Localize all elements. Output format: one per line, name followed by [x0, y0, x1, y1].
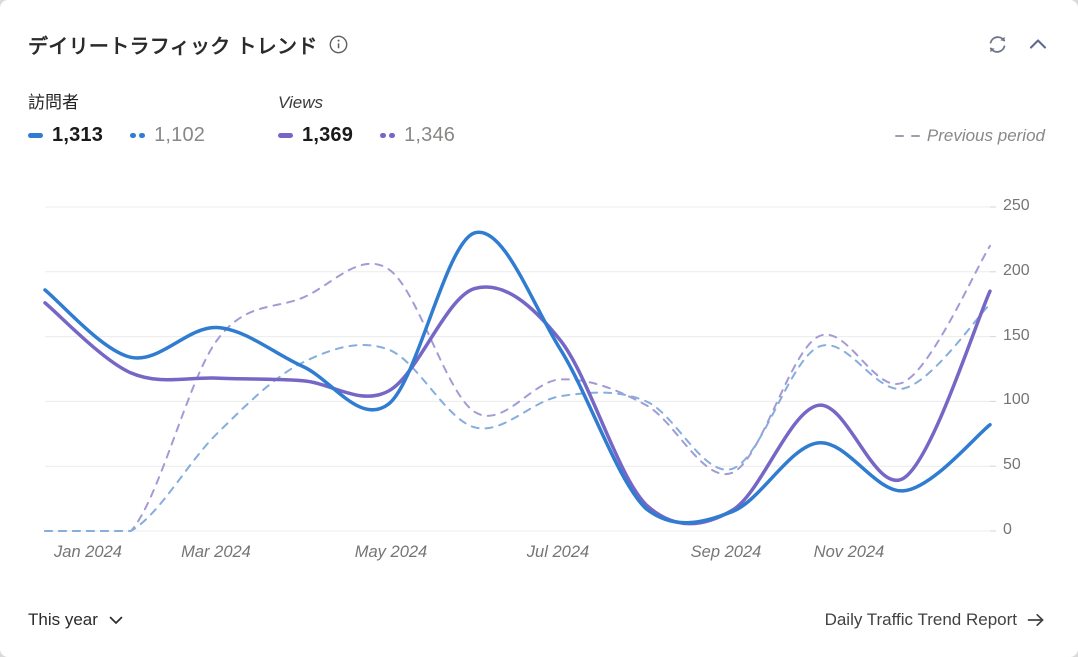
legend-group-visitors: 訪問者 1,313 1,102	[28, 88, 278, 147]
visitors-current-value: 1,313	[52, 124, 104, 146]
series-visitors_current	[43, 230, 992, 525]
y-axis-label: 50	[1003, 456, 1021, 474]
series-visitors_previous	[44, 303, 991, 533]
visitors-previous-value: 1,102	[154, 124, 206, 146]
legend-views-label: Views	[278, 93, 324, 112]
arrow-right-icon	[1027, 613, 1044, 627]
info-icon[interactable]	[327, 33, 350, 56]
views-previous-marker	[380, 133, 396, 138]
y-axis-label: 250	[1003, 197, 1030, 214]
x-axis-label: Nov 2024	[813, 543, 885, 561]
x-axis-label: Mar 2024	[181, 543, 251, 561]
visitors-previous-marker	[130, 133, 146, 138]
x-axis-label: Sep 2024	[690, 543, 762, 561]
card-title: デイリートラフィック トレンド	[28, 35, 318, 58]
previous-period-label: Previous period	[926, 126, 1045, 145]
views-current-marker	[278, 133, 293, 138]
header-actions	[985, 32, 1050, 57]
series-views_current	[43, 285, 992, 526]
views-previous-value: 1,346	[404, 124, 456, 146]
previous-period-key: Previous period	[894, 126, 1045, 147]
legend-group-views: Views 1,369 1,346	[278, 93, 455, 147]
report-link-label: Daily Traffic Trend Report	[824, 610, 1017, 629]
y-axis-label: 100	[1003, 391, 1030, 409]
y-axis-label: 0	[1003, 521, 1012, 538]
chart-legend: 訪問者 1,313 1,102 Views 1,369 1,346 Previo…	[28, 88, 1045, 147]
x-axis-label: Jan 2024	[54, 543, 122, 561]
y-axis-label: 150	[1003, 326, 1030, 344]
y-axis-label: 200	[1003, 261, 1030, 279]
collapse-button[interactable]	[1026, 35, 1050, 53]
report-link[interactable]: Daily Traffic Trend Report	[825, 610, 1045, 630]
legend-visitors-label: 訪問者	[28, 93, 79, 112]
visitors-current-marker	[28, 133, 43, 138]
card-header: デイリートラフィック トレンド	[28, 30, 1050, 58]
time-range-label: This year	[28, 610, 98, 629]
refresh-button[interactable]	[985, 32, 1010, 57]
dash-sample-icon	[910, 135, 920, 137]
series-views_previous	[44, 244, 991, 533]
dash-sample-icon	[894, 135, 904, 137]
time-range-selector[interactable]: This year	[28, 610, 123, 630]
chevron-down-icon	[109, 616, 123, 624]
x-axis-label: Jul 2024	[526, 543, 590, 561]
chevron-up-icon	[1029, 39, 1047, 49]
views-current-value: 1,369	[302, 124, 354, 146]
x-axis-label: May 2024	[354, 543, 428, 561]
refresh-icon	[989, 35, 1006, 53]
